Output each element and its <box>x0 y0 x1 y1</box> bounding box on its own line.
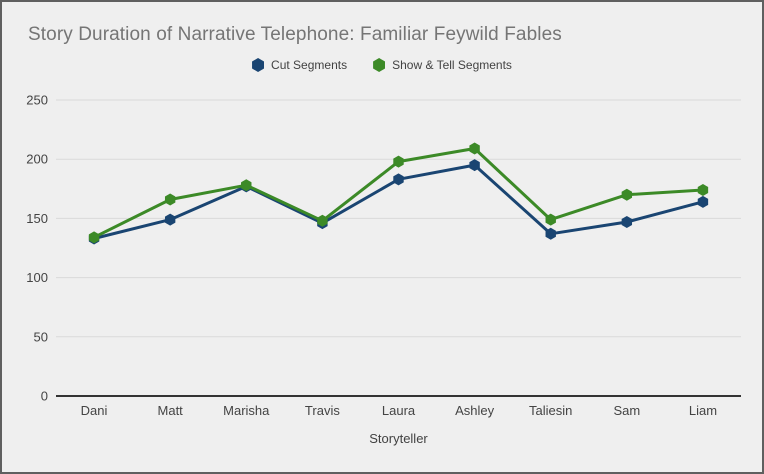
y-tick-label: 100 <box>26 270 48 285</box>
chart-title: Story Duration of Narrative Telephone: F… <box>28 24 562 45</box>
chart-legend: Cut Segments Show & Tell Segments <box>2 58 762 72</box>
x-tick-label: Ashley <box>455 403 495 418</box>
legend-label: Show & Tell Segments <box>392 58 512 72</box>
y-tick-label: 200 <box>26 152 48 167</box>
data-point-marker <box>697 183 709 196</box>
legend-label: Cut Segments <box>271 58 348 72</box>
legend-item-show-tell-segments: Show & Tell Segments <box>373 58 512 72</box>
y-tick-label: 0 <box>41 389 48 404</box>
data-point-marker <box>393 173 404 186</box>
y-tick-label: 150 <box>26 211 48 226</box>
data-point-marker <box>621 188 633 201</box>
data-point-marker <box>545 213 556 226</box>
data-point-marker <box>241 179 252 192</box>
y-tick-label: 50 <box>34 329 48 344</box>
data-point-marker <box>393 155 404 168</box>
data-point-marker <box>88 231 100 244</box>
data-point-marker <box>621 215 633 228</box>
show-tell-segments-hexagon-icon <box>373 58 386 72</box>
x-tick-label: Dani <box>81 403 108 418</box>
y-tick-label: 250 <box>26 93 48 108</box>
data-point-marker <box>545 227 556 240</box>
data-point-marker <box>317 214 328 227</box>
data-point-marker <box>469 159 480 172</box>
x-tick-label: Taliesin <box>529 403 572 418</box>
x-tick-label: Travis <box>305 403 340 418</box>
x-axis-title: Storyteller <box>369 431 428 446</box>
data-point-marker <box>164 193 176 206</box>
x-tick-label: Sam <box>613 403 640 418</box>
data-point-marker <box>697 195 709 208</box>
x-tick-label: Laura <box>382 403 416 418</box>
x-tick-label: Marisha <box>223 403 270 418</box>
x-tick-label: Matt <box>158 403 184 418</box>
data-point-marker <box>164 213 176 226</box>
data-point-marker <box>469 142 480 155</box>
cut-segments-hexagon-icon <box>252 58 265 72</box>
legend-item-cut-segments: Cut Segments <box>252 58 347 72</box>
x-tick-label: Liam <box>689 403 717 418</box>
